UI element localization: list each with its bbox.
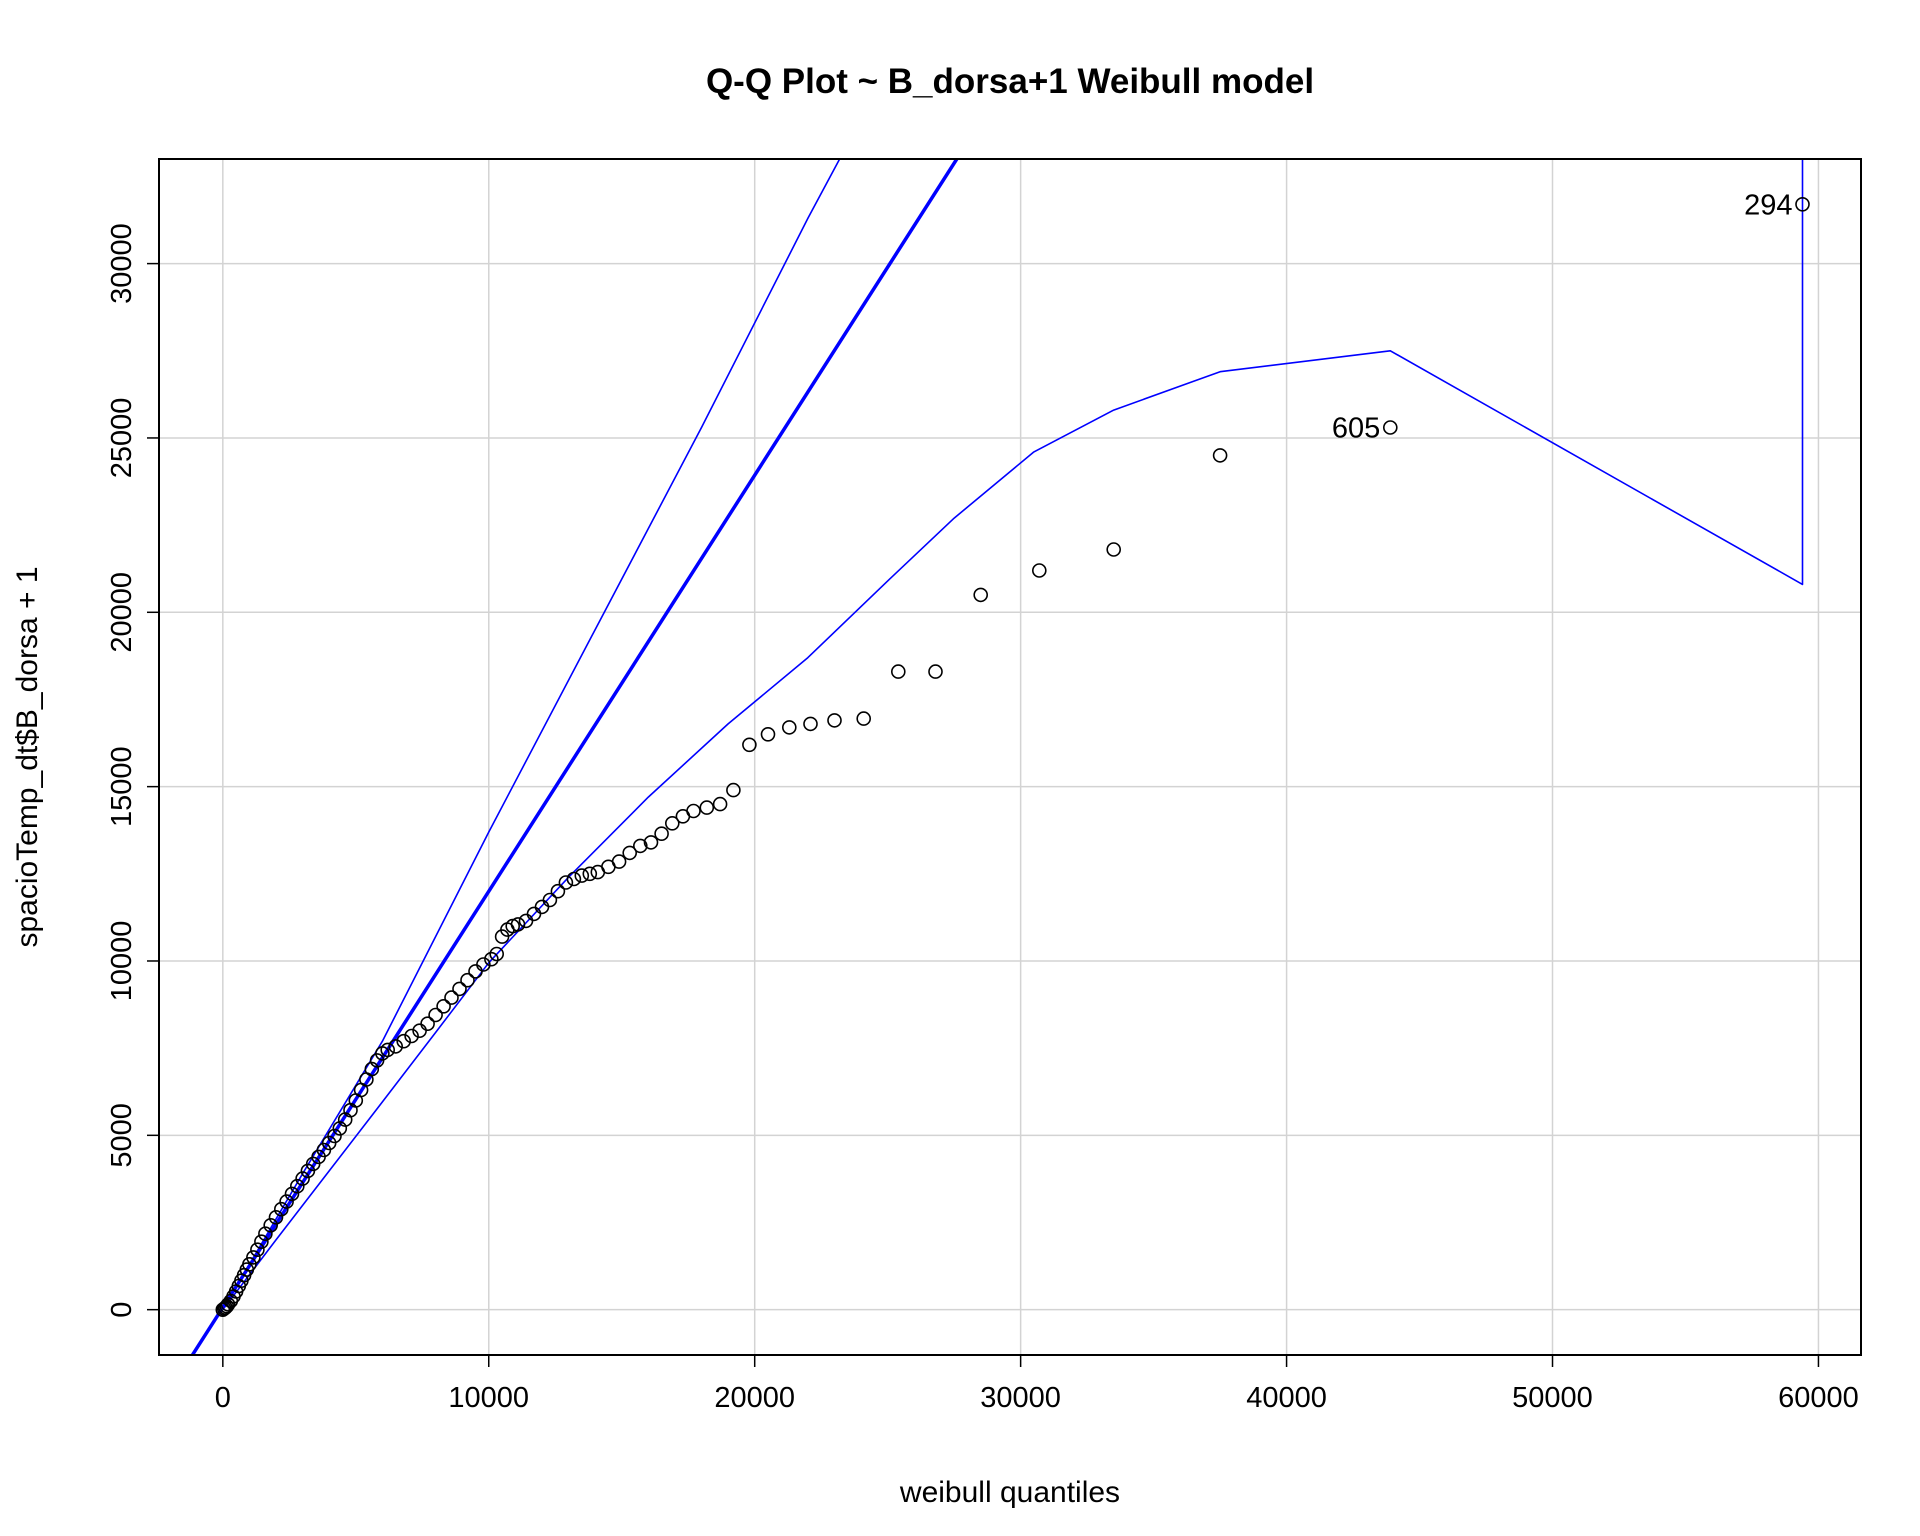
data-point bbox=[654, 826, 669, 842]
data-point bbox=[460, 972, 475, 988]
annotation-layer: 605 294 bbox=[1332, 189, 1793, 444]
data-point bbox=[396, 1033, 412, 1049]
data-point bbox=[380, 1042, 396, 1058]
data-point bbox=[558, 875, 574, 890]
data-point bbox=[760, 726, 776, 742]
data-point bbox=[664, 815, 680, 831]
data-point bbox=[258, 1226, 273, 1241]
data-point bbox=[220, 1297, 236, 1312]
data-point bbox=[246, 1250, 261, 1265]
data-point bbox=[444, 990, 459, 1005]
data-point bbox=[781, 720, 797, 735]
data-point bbox=[420, 1016, 435, 1032]
x-tick-label: 10000 bbox=[448, 1382, 529, 1414]
upper-envelope-line bbox=[222, 159, 841, 1311]
x-tick-label: 20000 bbox=[714, 1382, 795, 1414]
data-point bbox=[242, 1257, 257, 1272]
data-point bbox=[268, 1210, 284, 1225]
data-point bbox=[436, 998, 451, 1014]
data-point bbox=[574, 868, 590, 883]
y-tick-label: 20000 bbox=[106, 572, 138, 653]
data-point bbox=[428, 1007, 443, 1023]
data-point bbox=[542, 892, 558, 908]
data-point bbox=[726, 782, 741, 798]
data-point bbox=[468, 964, 483, 979]
data-point bbox=[534, 899, 550, 915]
data-point bbox=[327, 1128, 342, 1144]
plot-frame bbox=[158, 158, 1862, 1356]
x-tick-label: 30000 bbox=[980, 1382, 1061, 1414]
data-point bbox=[295, 1171, 310, 1186]
data-point bbox=[452, 981, 467, 997]
data-point bbox=[632, 838, 648, 854]
data-point bbox=[742, 737, 757, 753]
data-point bbox=[643, 835, 659, 850]
data-point bbox=[622, 845, 638, 861]
data-point bbox=[273, 1201, 289, 1217]
x-tick-label: 0 bbox=[215, 1382, 231, 1414]
data-point bbox=[699, 800, 715, 815]
data-point bbox=[1795, 197, 1810, 212]
data-point bbox=[215, 1302, 231, 1317]
data-point bbox=[582, 866, 598, 882]
data-point bbox=[1106, 542, 1121, 557]
x-axis-label: weibull quantiles bbox=[899, 1476, 1120, 1509]
y-tick-label: 30000 bbox=[106, 223, 138, 304]
data-point bbox=[284, 1186, 300, 1202]
data-point bbox=[928, 664, 943, 679]
data-point bbox=[388, 1039, 404, 1054]
data-point bbox=[973, 587, 989, 603]
reference-line bbox=[190, 159, 959, 1355]
y-axis-label: spacioTemp_dt$B_dorsa + 1 bbox=[11, 566, 44, 947]
y-tick-label: 0 bbox=[106, 1302, 138, 1318]
data-point bbox=[250, 1242, 265, 1257]
x-tick-label: 60000 bbox=[1778, 1382, 1859, 1414]
data-point bbox=[856, 711, 872, 726]
y-tick-label: 10000 bbox=[106, 921, 138, 1002]
data-point bbox=[476, 957, 491, 972]
data-point bbox=[1383, 420, 1398, 435]
grid-layer bbox=[159, 159, 1861, 1355]
data-point bbox=[489, 946, 505, 962]
axis-layer: 0 10000 20000 30000 40000 50000 60000 0 5000 1000… bbox=[106, 223, 1859, 1414]
y-tick-label: 15000 bbox=[106, 746, 138, 827]
series-layer bbox=[190, 159, 1810, 1355]
y-tick-label: 5000 bbox=[106, 1103, 138, 1168]
data-point bbox=[686, 803, 701, 819]
data-point bbox=[712, 796, 728, 812]
x-tick-label: 50000 bbox=[1512, 1382, 1593, 1414]
data-point bbox=[827, 713, 842, 728]
data-point bbox=[484, 951, 499, 967]
data-point bbox=[803, 716, 818, 732]
data-point bbox=[289, 1178, 305, 1194]
data-point bbox=[518, 913, 534, 929]
data-point bbox=[1032, 563, 1047, 578]
point-label: 294 bbox=[1744, 189, 1792, 221]
data-point bbox=[254, 1234, 269, 1249]
data-point bbox=[1212, 448, 1228, 463]
point-label: 605 bbox=[1332, 412, 1380, 444]
data-point bbox=[510, 917, 526, 932]
data-point bbox=[263, 1218, 279, 1233]
data-point bbox=[611, 854, 627, 869]
chart-title: Q-Q Plot ~ B_dorsa+1 Weibull model bbox=[706, 62, 1314, 101]
lower-envelope-line bbox=[222, 159, 1804, 1311]
data-point bbox=[550, 883, 566, 899]
data-point bbox=[890, 664, 906, 679]
data-point bbox=[566, 871, 582, 887]
data-point bbox=[279, 1194, 294, 1209]
data-point bbox=[404, 1028, 419, 1044]
y-tick-label: 25000 bbox=[106, 398, 138, 479]
x-tick-label: 40000 bbox=[1246, 1382, 1327, 1414]
